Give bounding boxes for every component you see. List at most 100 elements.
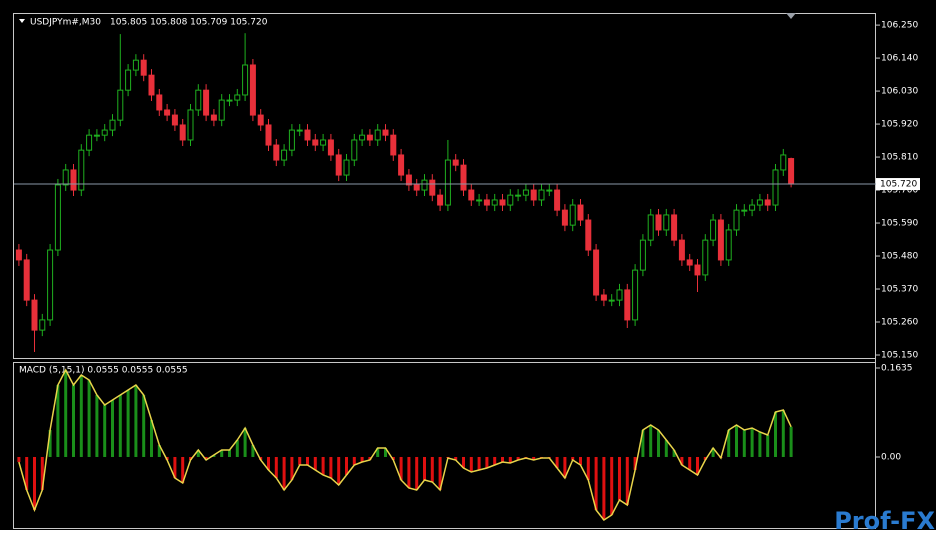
candle-body (663, 214, 670, 231)
macd-bar (95, 394, 99, 457)
candle-body (632, 269, 639, 321)
price-panel (13, 13, 876, 359)
candle-body (561, 209, 568, 226)
y-tick-label: 105.370 (881, 285, 918, 295)
candle-body (671, 214, 678, 241)
macd-bar (118, 394, 122, 457)
macd-bar (501, 456, 504, 463)
macd-bar (79, 375, 83, 457)
candle-body (554, 189, 561, 211)
macd-bar (204, 456, 208, 460)
macd-bar (321, 456, 325, 476)
candle-body (725, 229, 732, 261)
macd-bar (103, 405, 107, 457)
macd-bar (438, 456, 442, 490)
macd-bar (407, 456, 411, 488)
candle-body (639, 239, 646, 271)
watermark: Prof-FX (834, 507, 935, 535)
macd-bar (618, 456, 621, 500)
candle-body (398, 154, 405, 176)
y-tick-label: 106.140 (881, 54, 918, 64)
macd-bar (735, 424, 738, 457)
macd-bar (360, 456, 364, 463)
shift-marker[interactable] (786, 13, 796, 19)
candle-body (717, 219, 724, 261)
candle-body (117, 89, 124, 121)
macd-bar (555, 456, 559, 468)
y-tick-label: 105.920 (881, 120, 918, 130)
macd-bar (430, 456, 434, 482)
macd-bar (33, 456, 36, 511)
candle-body (343, 159, 350, 176)
macd-bar (212, 454, 216, 457)
candle-body (452, 159, 459, 166)
ohlc-values: 105.805 105.808 105.709 105.720 (110, 18, 268, 28)
candle-body (788, 158, 795, 185)
candle-body (600, 294, 607, 301)
macd-bar (462, 456, 465, 468)
macd-bar (173, 456, 177, 479)
candle-body (764, 199, 771, 206)
chart-title: USDJPYm#,M30 (30, 18, 101, 28)
candle-body (70, 169, 77, 191)
macd-bar (454, 456, 458, 460)
candle-body (780, 154, 787, 171)
candle-body (312, 139, 319, 146)
y-tick-label: 106.250 (881, 21, 918, 31)
macd-bar (602, 456, 606, 520)
candle-body (359, 134, 366, 141)
candle-body (351, 139, 358, 161)
candle-body (702, 239, 709, 276)
macd-bar (649, 424, 653, 457)
candle-body (678, 239, 685, 261)
macd-bar (610, 456, 614, 515)
candle-body (203, 89, 210, 116)
candle-body (413, 184, 420, 191)
candle-body (273, 144, 280, 161)
candle-body (234, 94, 241, 101)
candle-body (390, 134, 397, 156)
candle-body (468, 189, 475, 201)
macd-bar (228, 449, 231, 457)
macd-bar (641, 429, 645, 457)
candle-body (249, 64, 256, 116)
candle-body (148, 74, 155, 96)
y-tick-label: 105.260 (881, 318, 918, 328)
candle-body (647, 214, 654, 241)
macd-bar (594, 456, 598, 511)
macd-bar (306, 456, 309, 465)
macd-bar (384, 448, 387, 457)
macd-title: MACD (5,15,1) 0.0555 0.0555 0.0555 (19, 366, 188, 376)
y-tick-label: 105.150 (881, 351, 918, 361)
macd-bar (313, 456, 317, 471)
macd-bar (17, 456, 21, 463)
candle-body (156, 94, 163, 111)
candle-body (569, 204, 576, 226)
candle-body (382, 129, 389, 136)
macd-bar (469, 456, 473, 473)
macd-bar (329, 456, 333, 479)
macd-bar (532, 456, 536, 460)
macd-bar (48, 429, 52, 457)
macd-bar (111, 399, 114, 457)
macd-bar (672, 449, 676, 457)
candle-body (296, 129, 303, 132)
macd-bar (750, 427, 754, 457)
candle-body (187, 109, 194, 141)
last-price-label: 105.720 (880, 180, 917, 190)
menu-arrow[interactable] (19, 19, 25, 23)
candle-body (483, 199, 490, 206)
candle-body (655, 214, 662, 231)
candle-body (171, 114, 178, 126)
candle-body (109, 119, 116, 131)
candle-body (15, 249, 22, 261)
macd-bar (235, 440, 239, 457)
candle-body (218, 99, 225, 121)
candle-body (749, 204, 756, 211)
candle-body (320, 139, 327, 146)
candle-body (772, 169, 779, 206)
macd-bar (56, 384, 60, 457)
macd-bar (298, 456, 302, 465)
macd-bar (508, 456, 512, 463)
